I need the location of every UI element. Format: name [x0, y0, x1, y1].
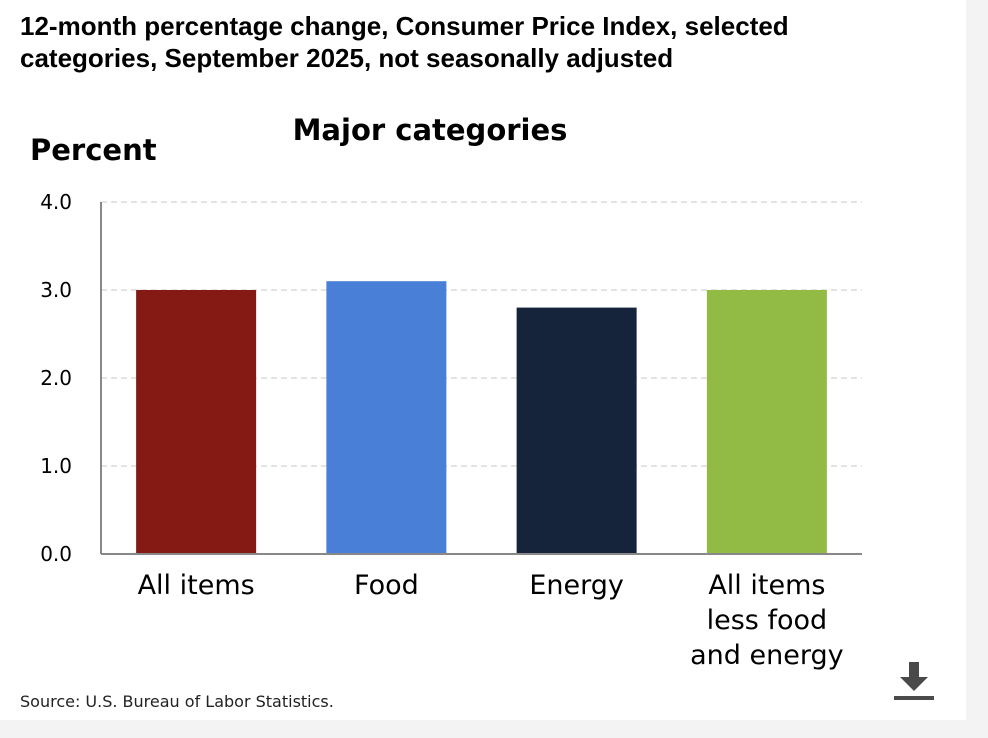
- y-axis-label: Percent: [30, 133, 157, 167]
- download-icon: [894, 662, 934, 700]
- x-tick-label: All items: [138, 570, 255, 601]
- axes: [100, 202, 862, 555]
- bar-chart: 0.01.02.03.04.0 All items Food Energy All i…: [30, 113, 862, 671]
- bar[interactable]: [326, 281, 447, 554]
- x-tick-label: Energy: [529, 570, 624, 601]
- bar[interactable]: [136, 290, 257, 554]
- y-tick-label: 4.0: [40, 190, 72, 214]
- y-tick-labels: 0.0 1.0 2.0 3.0 4.0: [40, 190, 72, 566]
- bar[interactable]: [516, 307, 637, 554]
- x-tick-label: Food: [354, 570, 419, 601]
- chart-panel: 12-month percentage change, Consumer Pri…: [0, 0, 966, 720]
- chart-page-title: 12-month percentage change, Consumer Pri…: [20, 11, 789, 73]
- y-tick-label: 0.0: [40, 542, 72, 566]
- y-tick-label: 3.0: [40, 278, 72, 302]
- x-tick-labels: All items Food Energy All items less food and…: [138, 570, 844, 671]
- y-tick-label: 1.0: [40, 454, 72, 478]
- bars: [136, 281, 827, 554]
- download-button[interactable]: [890, 658, 942, 710]
- y-tick-label: 2.0: [40, 366, 72, 390]
- chart-subtitle: Major categories: [293, 113, 568, 147]
- source-note: Source: U.S. Bureau of Labor Statistics.: [20, 692, 334, 711]
- x-tick-label: All items less food and energy: [690, 570, 843, 671]
- bar[interactable]: [706, 290, 827, 554]
